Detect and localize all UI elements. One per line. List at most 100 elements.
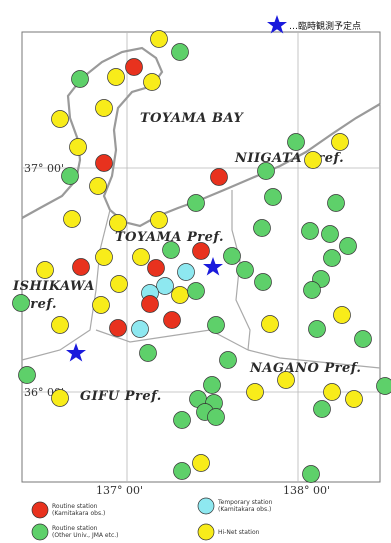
station-hinet [132, 248, 150, 266]
station-hinet [323, 383, 341, 401]
station-routine-other [321, 225, 339, 243]
legend-green-line2: (Other Univ., JMA etc.) [52, 532, 119, 539]
station-hinet [69, 138, 87, 156]
station-routine-kamitakara [125, 58, 143, 76]
label-gifu-pref: GIFU Pref. [80, 389, 162, 404]
station-routine-other [287, 133, 305, 151]
station-routine-kamitakara [163, 311, 181, 329]
station-routine-other [139, 344, 157, 362]
legend-green-line1: Routine station [52, 525, 98, 532]
tick-lon-137: 137° 00' [96, 484, 143, 497]
station-hinet [51, 110, 69, 128]
station-hinet [277, 371, 295, 389]
station-routine-kamitakara [147, 259, 165, 277]
station-routine-other [173, 411, 191, 429]
planned-points [66, 257, 223, 362]
star-icon [203, 257, 223, 276]
station-routine-other [327, 194, 345, 212]
station-routine-other [71, 70, 89, 88]
station-hinet [36, 261, 54, 279]
station-routine-kamitakara [72, 258, 90, 276]
bottom-legend: Routine station (Kamitakara obs.) Tempor… [31, 497, 273, 541]
station-routine-other [302, 465, 320, 483]
station-hinet [261, 315, 279, 333]
star-icon [267, 15, 287, 34]
station-hinet [63, 210, 81, 228]
station-routine-other [187, 282, 205, 300]
station-routine-other [313, 400, 331, 418]
station-hinet [192, 454, 210, 472]
station-routine-other [301, 222, 319, 240]
coastline [21, 46, 381, 228]
station-routine-kamitakara [109, 319, 127, 337]
legend-green-swatch [31, 523, 49, 541]
station-routine-other [257, 162, 275, 180]
station-hinet [345, 390, 363, 408]
legend-red-line1: Routine station [52, 503, 98, 510]
station-temporary [177, 263, 195, 281]
label-toyama-pref: TOYAMA Pref. [115, 230, 224, 245]
station-hinet [51, 316, 69, 334]
station-hinet [107, 68, 125, 86]
legend-yellow-line1: Hi-Net station [218, 529, 260, 536]
station-routine-other [236, 261, 254, 279]
station-markers [12, 30, 391, 483]
legend-red-swatch [31, 501, 49, 519]
legend-cyan-line2: (Kamitakara obs.) [218, 506, 271, 513]
tick-lat-37: 37° 00' [24, 162, 64, 175]
station-hinet [304, 151, 322, 169]
prefecture-boundaries [21, 190, 381, 369]
legend-yellow-swatch [197, 523, 215, 541]
station-routine-other [223, 247, 241, 265]
station-routine-other [354, 330, 372, 348]
station-hinet [171, 286, 189, 304]
station-routine-other [203, 376, 221, 394]
station-routine-other [61, 167, 79, 185]
station-routine-kamitakara [141, 295, 159, 313]
station-routine-kamitakara [95, 154, 113, 172]
station-routine-other [323, 249, 341, 267]
station-routine-other [171, 43, 189, 61]
station-hinet [92, 296, 110, 314]
station-routine-other [253, 219, 271, 237]
station-routine-other [308, 320, 326, 338]
top-legend: …臨時観測予定点 [267, 15, 361, 34]
station-routine-kamitakara [192, 242, 210, 260]
station-routine-other [264, 188, 282, 206]
station-routine-other [207, 408, 225, 426]
station-routine-other [187, 194, 205, 212]
station-temporary [131, 320, 149, 338]
station-routine-other [162, 241, 180, 259]
station-routine-other [254, 273, 272, 291]
station-routine-other [303, 281, 321, 299]
legend-cyan-line1: Temporary station [217, 499, 273, 506]
station-hinet [150, 30, 168, 48]
station-hinet [246, 383, 264, 401]
station-routine-other [18, 366, 36, 384]
label-toyama-bay: TOYAMA BAY [140, 111, 244, 126]
station-hinet [95, 248, 113, 266]
label-nagano-pref: NAGANO Pref. [249, 361, 361, 376]
label-niigata-pref: NIIGATA Pref. [234, 151, 344, 166]
station-routine-other [219, 351, 237, 369]
station-hinet [333, 306, 351, 324]
station-routine-other [207, 316, 225, 334]
legend-cyan-swatch [197, 497, 215, 515]
station-hinet [143, 73, 161, 91]
top-legend-label: …臨時観測予定点 [289, 20, 361, 32]
station-hinet [89, 177, 107, 195]
station-routine-other [12, 294, 30, 312]
station-hinet [110, 275, 128, 293]
station-temporary [156, 277, 174, 295]
station-routine-other [376, 377, 391, 395]
station-hinet [51, 389, 69, 407]
station-hinet [109, 214, 127, 232]
station-routine-other [339, 237, 357, 255]
label-ishikawa: ISHIKAWA [12, 279, 95, 294]
star-icon [66, 343, 86, 362]
legend-red-line2: (Kamitakara obs.) [52, 510, 105, 517]
tick-lon-138: 138° 00' [283, 484, 330, 497]
station-hinet [95, 99, 113, 117]
station-routine-kamitakara [210, 168, 228, 186]
